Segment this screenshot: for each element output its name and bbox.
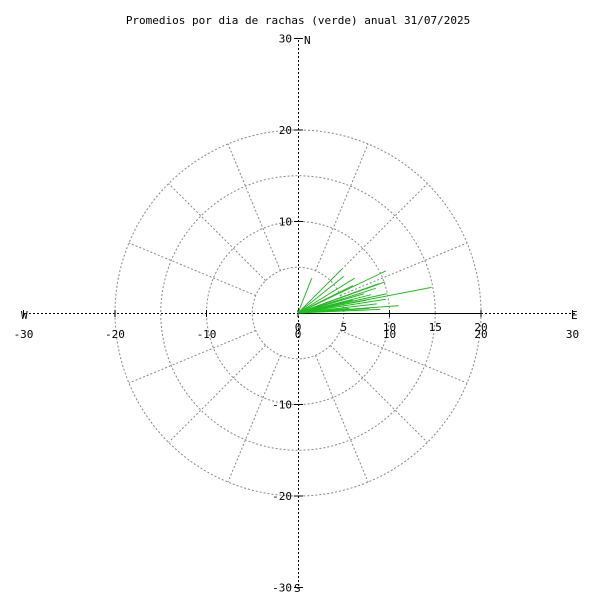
gust-vector bbox=[297, 281, 386, 314]
gust-vector bbox=[297, 293, 365, 314]
x-tick-label: -30 bbox=[14, 328, 34, 341]
radial-tick-label: 5 bbox=[340, 321, 347, 334]
gust-vector bbox=[297, 277, 355, 314]
y-tick-label: 20 bbox=[279, 124, 292, 137]
y-tick-label: -10 bbox=[272, 399, 292, 412]
gust-vector bbox=[297, 299, 367, 314]
x-tick-label: 30 bbox=[566, 328, 579, 341]
gust-vector bbox=[297, 285, 354, 314]
radial-tick-label: 20 bbox=[474, 321, 487, 334]
grid-spoke bbox=[128, 242, 256, 296]
grid-spoke bbox=[128, 330, 256, 384]
grid-spoke bbox=[329, 344, 428, 443]
grid-spoke bbox=[227, 355, 281, 483]
radial-tick-label: 0 bbox=[295, 321, 302, 334]
y-tick-label: 10 bbox=[279, 216, 292, 229]
grid-spoke bbox=[227, 143, 281, 271]
gust-vector bbox=[297, 299, 354, 314]
east-label: E bbox=[571, 309, 578, 322]
x-tick-label: 20 bbox=[474, 328, 487, 341]
x-tick-label: -10 bbox=[197, 328, 217, 341]
north-label: N bbox=[304, 34, 311, 47]
x-tick-label: 0 bbox=[295, 328, 302, 341]
grid-spoke bbox=[340, 242, 468, 296]
grid-spoke bbox=[340, 330, 468, 384]
axis-ticks: -30 -20 -10 0 10 20 30 30 20 10 -10 -20 -30 0 5 10 15 20 bbox=[14, 33, 580, 595]
gust-vector bbox=[297, 276, 345, 314]
gust-vector bbox=[297, 268, 343, 314]
radial-tick-label: 10 bbox=[383, 321, 396, 334]
south-label: S bbox=[294, 582, 301, 595]
y-tick-label: -30 bbox=[272, 582, 292, 595]
grid-spoke bbox=[315, 355, 369, 483]
x-tick-label: -20 bbox=[105, 328, 125, 341]
grid-spoke bbox=[168, 344, 267, 443]
grid-spoke bbox=[168, 183, 267, 282]
y-tick-label: -20 bbox=[272, 490, 292, 503]
radial-tick-label: 15 bbox=[429, 321, 442, 334]
gust-vector bbox=[297, 278, 313, 314]
x-tick-label: 10 bbox=[383, 328, 396, 341]
gust-series bbox=[297, 268, 432, 314]
west-label: W bbox=[21, 309, 28, 322]
axes bbox=[25, 40, 575, 588]
chart-title: Promedios por dia de rachas (verde) anua… bbox=[126, 14, 470, 27]
gust-vector bbox=[297, 308, 381, 314]
grid-spoke bbox=[329, 183, 428, 282]
gust-vector bbox=[297, 307, 350, 314]
grid-spoke bbox=[315, 143, 369, 271]
y-tick-label: 30 bbox=[279, 33, 292, 46]
